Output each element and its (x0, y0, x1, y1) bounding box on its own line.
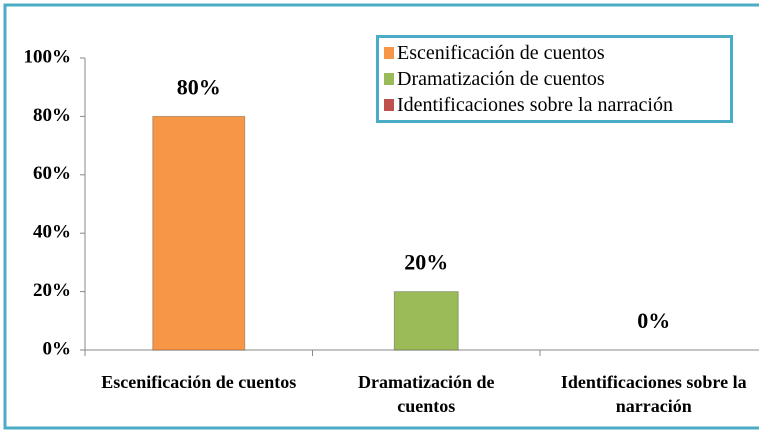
y-tick-label: 20% (33, 280, 71, 301)
legend-swatch (384, 99, 394, 111)
legend-item: Dramatización de cuentos (384, 66, 730, 92)
chart-border (3, 3, 759, 430)
value-label: 80% (177, 74, 221, 99)
legend-item: Escenificación de cuentos (384, 40, 730, 66)
legend-swatch (384, 47, 394, 59)
x-tick-label: Identificaciones sobre la narración (560, 372, 747, 416)
bar (393, 291, 459, 351)
x-tick-label: Escenificación de cuentos (101, 372, 297, 392)
legend-swatch (384, 73, 394, 85)
legend: Escenificación de cuentos Dramatización d… (376, 35, 733, 123)
legend-label: Identificaciones sobre la narración (397, 94, 673, 116)
y-tick-label: 100% (24, 46, 72, 67)
legend-label: Escenificación de cuentos (397, 42, 605, 64)
y-tick-label: 80% (33, 105, 71, 126)
value-label: 20% (404, 250, 448, 275)
y-tick-label: 40% (33, 222, 71, 243)
legend-label: Dramatización de cuentos (397, 68, 605, 90)
value-label: 0% (637, 308, 670, 333)
y-tick-label: 0% (43, 338, 72, 359)
x-tick-label: Dramatización de cuentos (358, 372, 495, 416)
y-tick-label: 60% (33, 163, 71, 184)
legend-item: Identificaciones sobre la narración (384, 92, 730, 118)
bar (152, 115, 246, 351)
